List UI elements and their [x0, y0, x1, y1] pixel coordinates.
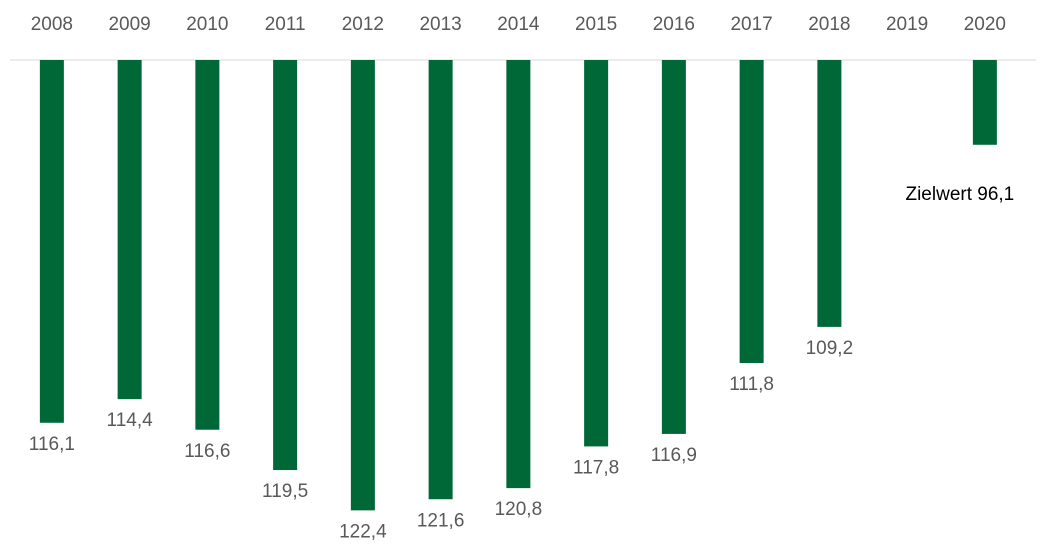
data-label: 111,8 [729, 374, 774, 395]
x-tick-label: 2019 [886, 14, 928, 35]
data-label: 114,4 [107, 410, 154, 431]
x-tick-label: 2016 [653, 14, 695, 35]
x-tick-label: 2011 [265, 14, 306, 35]
x-tick-label: 2008 [31, 14, 73, 35]
bar [817, 60, 842, 327]
data-label: 120,8 [495, 499, 543, 520]
bar [739, 60, 764, 364]
data-label: Zielwert 96,1 [905, 184, 1014, 205]
bar [506, 60, 531, 489]
x-tick-label: 2015 [575, 14, 617, 35]
x-tick-label: 2017 [730, 14, 772, 35]
bar [39, 60, 64, 423]
bar [428, 60, 453, 500]
bar [195, 60, 220, 430]
data-label: 121,6 [417, 510, 465, 531]
bar [117, 60, 142, 400]
x-tick-label: 2013 [419, 14, 461, 35]
bar [661, 60, 686, 434]
bar [584, 60, 609, 447]
data-label: 122,4 [339, 521, 387, 542]
data-label: 116,6 [184, 441, 230, 462]
x-tick-label: 2012 [342, 14, 384, 35]
x-tick-label: 2020 [964, 14, 1006, 35]
data-label: 119,5 [262, 481, 308, 502]
bar [350, 60, 375, 511]
x-tick-label: 2018 [808, 14, 850, 35]
bar [972, 60, 997, 145]
data-label: 116,9 [651, 445, 697, 466]
x-tick-label: 2014 [497, 14, 540, 35]
data-label: 109,2 [806, 338, 854, 359]
x-tick-label: 2009 [108, 14, 150, 35]
bar [273, 60, 298, 471]
data-label: 116,1 [29, 434, 75, 455]
x-tick-label: 2010 [186, 14, 228, 35]
data-label: 117,8 [573, 457, 619, 478]
